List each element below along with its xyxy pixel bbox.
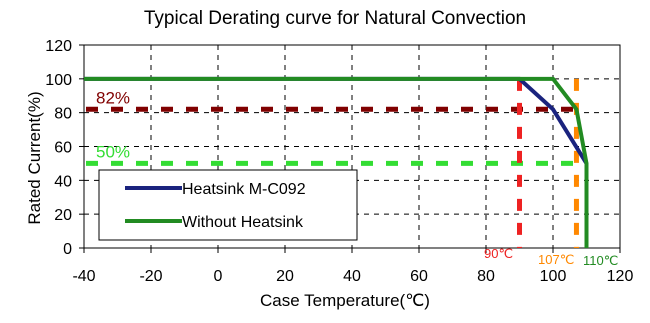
x-tick-label: 100: [540, 268, 567, 285]
x-tick-label: -20: [139, 268, 162, 285]
x-tick-label: 40: [343, 268, 361, 285]
x-axis-label: Case Temperature(℃): [260, 291, 430, 310]
y-tick-label: 60: [54, 140, 72, 157]
y-axis-label: Rated Current(%): [25, 91, 44, 224]
series-line-2: [84, 76, 589, 248]
chart-title: Typical Derating curve for Natural Conve…: [144, 8, 526, 29]
x-tick-label: 0: [214, 268, 223, 285]
legend-label-2: Without Heatsink: [182, 214, 304, 231]
x-tick-label: 120: [607, 268, 634, 285]
x-tick-label: -40: [72, 268, 95, 285]
annotation-107c: 107℃: [538, 252, 574, 267]
legend-label-1: Heatsink M-C092: [182, 181, 306, 198]
y-tick-label: 80: [54, 106, 72, 123]
y-tick-label: 40: [54, 173, 72, 190]
y-tick-label: 120: [45, 38, 72, 55]
annotation-110c: 110℃: [583, 253, 618, 268]
y-tick-label: 20: [54, 207, 72, 224]
legend-box: [98, 169, 358, 241]
annotation-50pct: 50%: [96, 142, 130, 161]
y-tick-label: 0: [63, 241, 72, 258]
annotation-90c: 90℃: [484, 246, 513, 261]
x-tick-label: 60: [410, 268, 428, 285]
annotation-82pct: 82%: [96, 88, 130, 107]
y-tick-label: 100: [45, 72, 72, 89]
x-tick-label: 20: [276, 268, 294, 285]
x-tick-label: 80: [477, 268, 495, 285]
